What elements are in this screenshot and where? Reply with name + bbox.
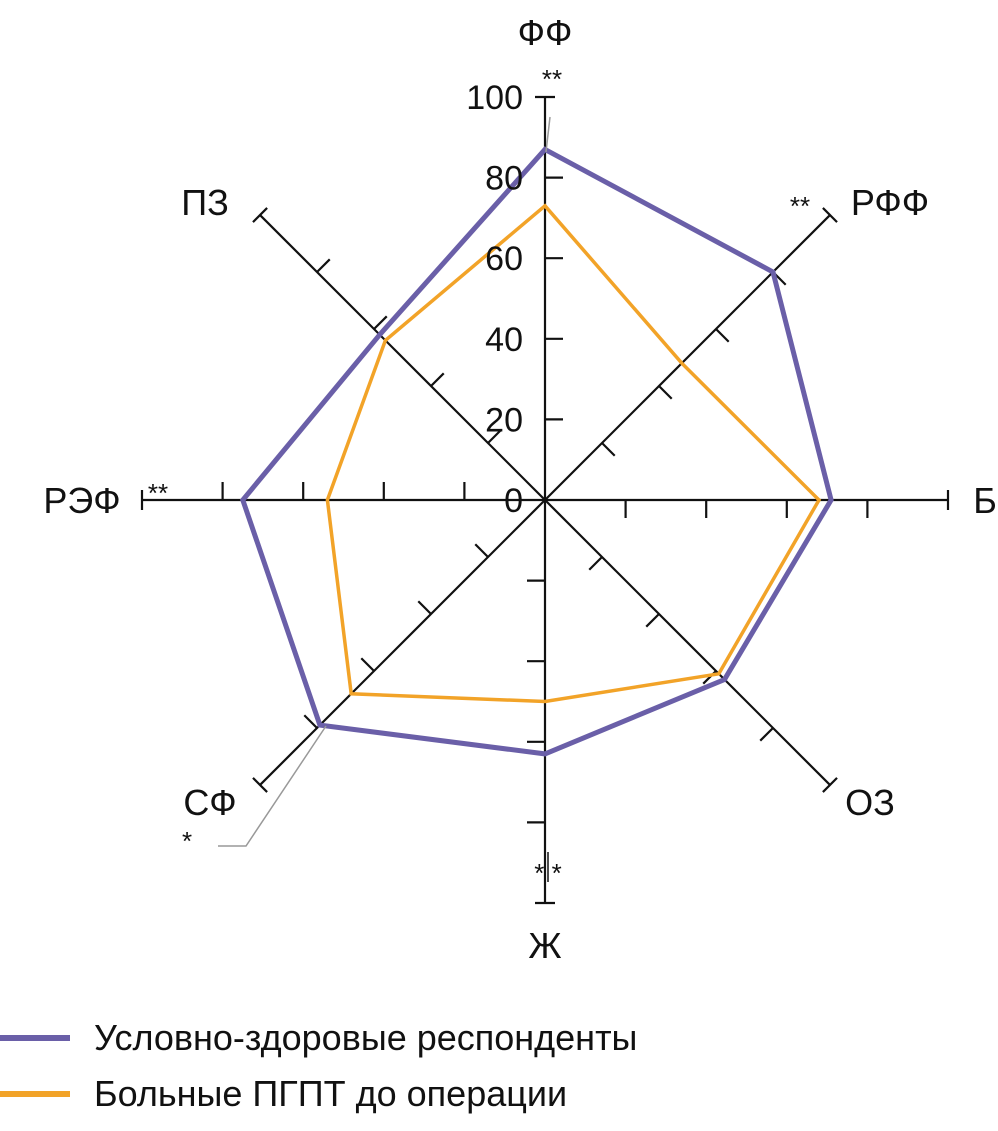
tick-label-0: 0	[504, 482, 523, 520]
legend-label-healthy: Условно-здоровые респонденты	[94, 1017, 638, 1058]
axis-tick-5-100	[252, 777, 268, 793]
significance-marker-0: **	[542, 64, 562, 94]
significance-marker-5: *	[182, 826, 192, 856]
legend: Условно-здоровые респонденты Больные ПГП…	[0, 1010, 637, 1122]
legend-item-healthy: Условно-здоровые респонденты	[0, 1010, 637, 1066]
significance-marker-1: **	[790, 191, 810, 221]
axis-tick-3-40	[645, 613, 660, 628]
axis-tick-5-60	[360, 657, 375, 672]
axis-line-5	[259, 499, 546, 786]
axis-label-3: ОЗ	[845, 782, 895, 823]
axis-label-0: ФФ	[518, 12, 573, 53]
tick-label-layer: 0 20 40 60 80 100	[466, 79, 523, 520]
axis-tick-7-20	[487, 429, 502, 444]
series-layer	[239, 146, 834, 757]
axis-label-7: ПЗ	[181, 182, 229, 223]
series-line-0	[239, 146, 834, 757]
axis-line-1	[544, 214, 831, 501]
axis-tick-1-100	[822, 207, 838, 223]
axis-label-2: Б	[973, 480, 997, 521]
tick-label-80: 80	[485, 160, 523, 198]
significance-leader-5	[218, 725, 327, 847]
tick-label-20: 20	[485, 401, 523, 439]
tick-label-60: 60	[485, 240, 523, 278]
tick-label-100: 100	[466, 79, 523, 117]
axis-tick-1-60	[715, 328, 730, 343]
axis-tick-5-40	[417, 600, 432, 615]
axis-tick-7-40	[430, 372, 445, 387]
axis-tick-1-40	[658, 385, 673, 400]
axis-label-6: РЭФ	[43, 480, 120, 521]
axis-tick-3-100	[822, 777, 838, 793]
series-line-1	[325, 203, 822, 704]
axis-line-7	[259, 214, 546, 501]
axis-tick-5-80	[303, 714, 318, 729]
axis-label-4: Ж	[528, 925, 561, 966]
significance-leader-0	[545, 116, 551, 153]
axis-tick-1-20	[601, 442, 616, 457]
legend-label-patients: Больные ПГПТ до операции	[94, 1073, 568, 1114]
axis-tick-3-20	[588, 556, 603, 571]
legend-swatch-healthy	[0, 1035, 70, 1041]
axis-label-1: РФФ	[851, 182, 929, 223]
significance-marker-6: **	[148, 478, 168, 508]
legend-swatch-patients	[0, 1091, 70, 1097]
axis-tick-5-20	[474, 543, 489, 558]
axes-layer	[140, 95, 950, 905]
tick-label-40: 40	[485, 321, 523, 359]
axis-line-3	[544, 499, 831, 786]
axis-tick-7-100	[252, 207, 268, 223]
axis-tick-7-60	[373, 315, 388, 330]
axis-label-5: СФ	[183, 782, 236, 823]
legend-item-patients: Больные ПГПТ до операции	[0, 1066, 637, 1122]
axis-tick-3-80	[759, 727, 774, 742]
axis-tick-7-80	[316, 258, 331, 273]
